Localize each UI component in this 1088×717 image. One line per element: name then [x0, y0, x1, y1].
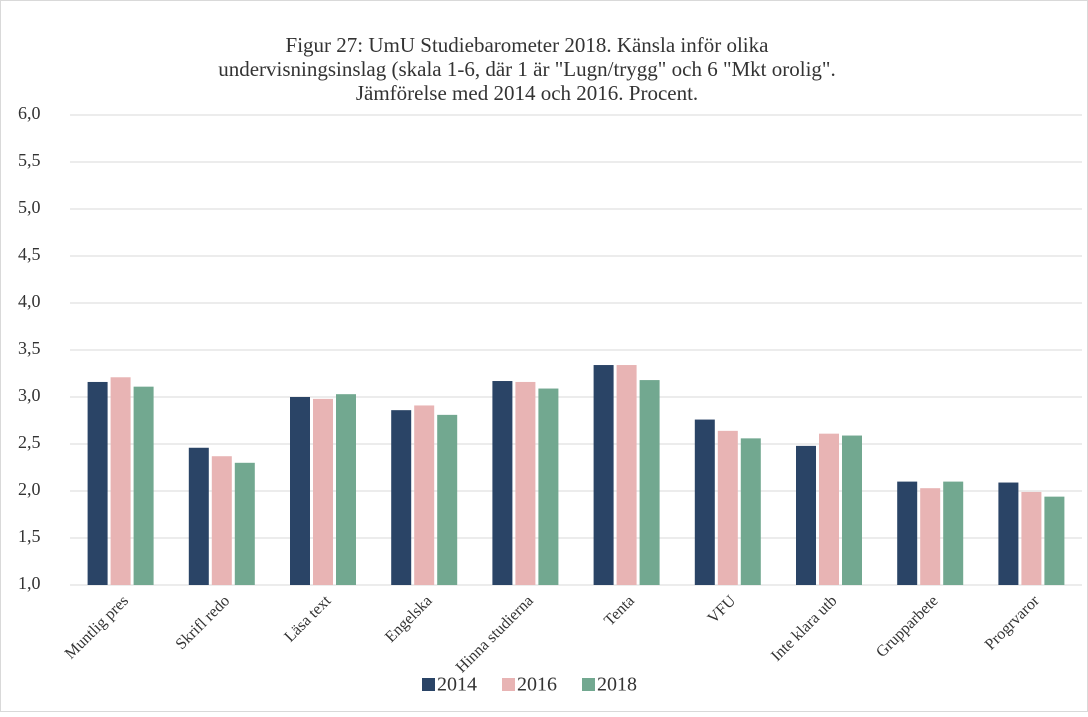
- y-tick-label: 3,0: [18, 385, 41, 405]
- bar: [943, 481, 964, 585]
- y-tick-label: 4,5: [18, 244, 41, 264]
- bar: [133, 386, 154, 585]
- bar: [110, 377, 131, 585]
- y-tick-label: 1,5: [18, 526, 41, 546]
- bar: [717, 430, 738, 585]
- y-tick-label: 3,5: [18, 338, 41, 358]
- legend-swatch: [422, 678, 435, 691]
- y-tick-label: 1,0: [18, 573, 41, 593]
- bar: [188, 447, 209, 585]
- bar: [211, 456, 232, 585]
- y-tick-label: 2,5: [18, 432, 41, 452]
- legend-swatch: [502, 678, 515, 691]
- y-tick-label: 5,5: [18, 150, 41, 170]
- chart-title: undervisningsinslag (skala 1-6, där 1 är…: [218, 57, 836, 81]
- bar: [234, 462, 255, 585]
- y-tick-label: 2,0: [18, 479, 41, 499]
- bar: [819, 433, 839, 585]
- bar: [897, 481, 918, 585]
- bar: [515, 381, 536, 585]
- bar: [290, 397, 310, 585]
- bar: [616, 365, 637, 585]
- bar: [87, 381, 108, 585]
- bar: [920, 488, 941, 585]
- bar: [414, 405, 435, 585]
- chart-title: Figur 27: UmU Studiebarometer 2018. Käns…: [286, 33, 770, 57]
- legend-label: 2014: [437, 674, 477, 696]
- bar: [437, 414, 458, 585]
- bar: [1044, 496, 1065, 585]
- bar: [639, 380, 660, 585]
- y-tick-label: 6,0: [18, 103, 41, 123]
- bar: [492, 381, 513, 585]
- chart-title: Jämförelse med 2014 och 2016. Procent.: [356, 81, 698, 105]
- legend-label: 2018: [597, 674, 637, 696]
- bar: [391, 410, 412, 585]
- bar: [998, 482, 1019, 585]
- y-tick-label: 5,0: [18, 197, 41, 217]
- legend-swatch: [582, 678, 595, 691]
- bar: [1021, 491, 1042, 585]
- bar: [842, 435, 862, 585]
- bar: [694, 419, 715, 585]
- y-tick-label: 4,0: [18, 291, 41, 311]
- bar: [538, 388, 559, 585]
- legend-label: 2016: [517, 674, 557, 696]
- bar: [593, 365, 614, 585]
- bar: [313, 398, 333, 585]
- bar: [740, 438, 761, 585]
- bar: [796, 445, 816, 585]
- bar: [336, 394, 356, 585]
